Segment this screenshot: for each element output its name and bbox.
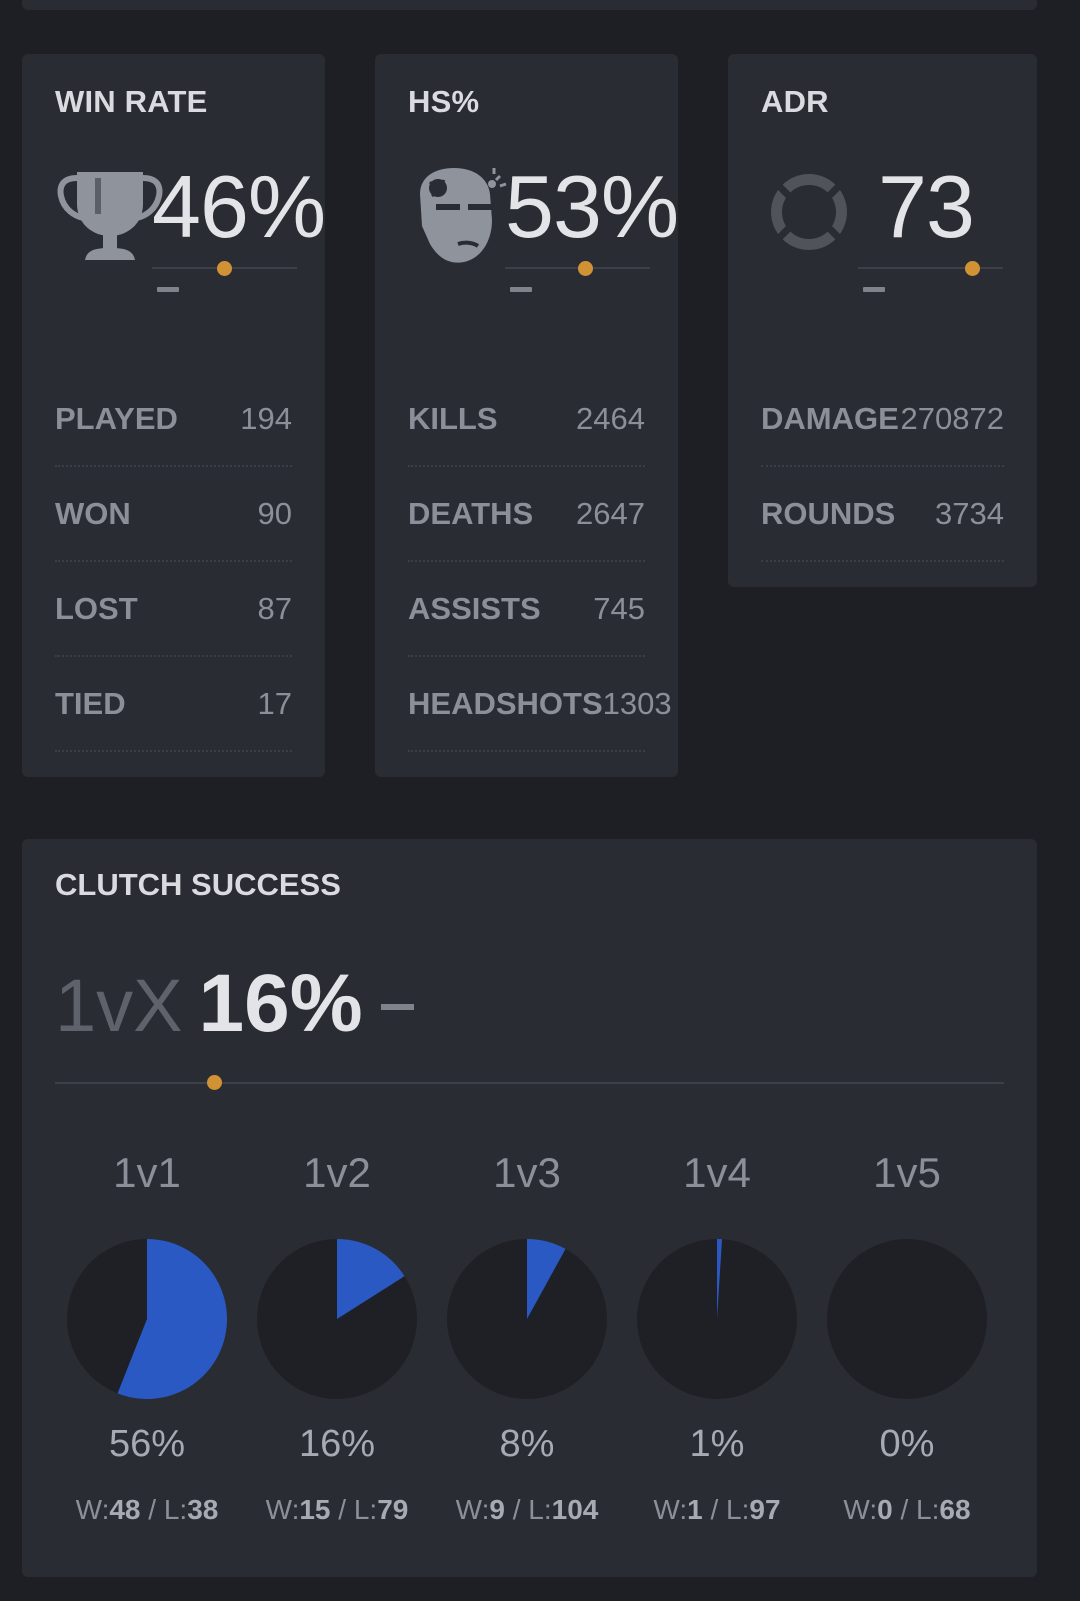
hs-value: 53% [505,157,679,256]
list-item: KILLS 2464 [408,372,645,467]
adr-track [858,267,1003,269]
mode-label: 1v5 [873,1149,941,1196]
clutch-mode-1v2: 1v2 16% W:15 / L:79 [242,1149,432,1526]
clutch-mode-1v4: 1v4 1% W:1 / L:97 [622,1149,812,1526]
previous-card-edge [22,0,1037,10]
hs-marker [578,261,593,276]
adr-dash [863,287,885,292]
mode-percent: 56% [108,1423,186,1465]
row-value: 90 [257,495,292,531]
row-label: LOST [55,590,138,626]
row-label: HEADSHOTS [408,685,603,721]
mode-win-loss: W:1 / L:97 [653,1494,781,1525]
adr-rows: DAMAGE 270872 ROUNDS 3734 [761,372,1004,562]
pie-background [827,1239,987,1399]
list-item: DAMAGE 270872 [761,372,1004,467]
win-rate-marker [217,261,232,276]
clutch-value: 16% [198,958,363,1049]
adr-marker [965,261,980,276]
clutch-mode-1v3: 1v3 8% W:9 / L:104 [432,1149,622,1526]
row-label: ASSISTS [408,590,541,626]
hs-track [505,267,650,269]
row-value: 87 [257,590,292,626]
win-rate-rows: PLAYED 194 WON 90 LOST 87 TIED 17 [55,372,292,752]
mode-win-loss: W:48 / L:38 [75,1494,219,1525]
clutch-pie [257,1239,417,1399]
adr-value: 73 [878,157,975,256]
mode-label: 1v1 [113,1149,181,1196]
list-item: ASSISTS 745 [408,562,645,657]
row-value: 2464 [576,400,645,436]
clutch-marker [207,1075,222,1090]
damage-ring-icon [761,164,871,274]
row-label: TIED [55,685,126,721]
list-item: DEATHS 2647 [408,467,645,562]
clutch-pie [447,1239,607,1399]
list-item: WON 90 [55,467,292,562]
adr-card: ADR 73 DAMAGE 270872 ROUNDS 3734 [728,54,1037,587]
mode-win-loss: W:9 / L:104 [455,1494,599,1525]
clutch-pie [67,1239,228,1399]
hs-card: HS% 53% KILLS 2464 DEATHS 2647 ASSISTS 745 … [375,54,679,777]
row-value: 745 [593,590,645,626]
row-label: ROUNDS [761,495,896,531]
mode-percent: 16% [298,1423,376,1465]
row-label: KILLS [408,400,498,436]
win-rate-card: WIN RATE 46% PLAYED 194 WON 90 LOST 87 TIED… [22,54,326,777]
hs-rows: KILLS 2464 DEATHS 2647 ASSISTS 745 HEADSHOT… [408,372,672,752]
mode-label: 1v2 [303,1149,371,1196]
row-label: DEATHS [408,495,534,531]
card-title: ADR [761,84,829,119]
row-value: 194 [240,400,292,436]
mode-percent: 0% [879,1423,935,1465]
mode-percent: 1% [689,1423,745,1465]
pie-slice-won [117,1239,228,1399]
pie-slice-won [527,1239,566,1319]
list-item: PLAYED 194 [55,372,292,467]
mode-label: 1v4 [683,1149,751,1196]
card-title: HS% [408,84,480,119]
mode-win-loss: W:0 / L:68 [843,1494,971,1525]
list-item: LOST 87 [55,562,292,657]
row-value: 3734 [935,495,1004,531]
list-item: ROUNDS 3734 [761,467,1004,562]
row-label: WON [55,495,131,531]
clutch-pie [637,1239,797,1399]
clutch-mode-1v5: 1v5 0% W:0 / L:68 [812,1149,1002,1526]
row-value: 17 [257,685,292,721]
hs-dash [510,287,532,292]
card-title: CLUTCH SUCCESS [55,867,341,902]
clutch-pie [827,1239,987,1399]
row-label: DAMAGE [761,400,899,436]
row-value: 270872 [900,400,1004,436]
row-value: 1303 [602,685,672,721]
clutch-summary: 1vX 16% [55,957,414,1049]
pie-slice-won [717,1239,723,1319]
trophy-icon [55,164,165,274]
win-rate-value: 46% [152,157,326,256]
card-title: WIN RATE [55,84,208,119]
clutch-dash [380,1004,414,1010]
clutch-mode-1v1: 1v1 56% W:48 / L:38 [52,1149,242,1526]
win-rate-dash [157,287,179,292]
mode-percent: 8% [499,1423,555,1465]
clutch-prefix: 1vX [55,964,183,1047]
mode-win-loss: W:15 / L:79 [265,1494,409,1525]
row-value: 2647 [576,495,645,531]
clutch-card: CLUTCH SUCCESS 1vX 16% 1v1 56% W:48 / L:… [22,839,1037,1577]
list-item: HEADSHOTS 1303 [408,657,672,752]
mode-label: 1v3 [493,1149,561,1196]
row-label: PLAYED [55,400,178,436]
list-item: TIED 17 [55,657,292,752]
clutch-track [55,1082,1004,1084]
headshot-icon [408,164,518,274]
pie-slice-won [337,1239,405,1319]
